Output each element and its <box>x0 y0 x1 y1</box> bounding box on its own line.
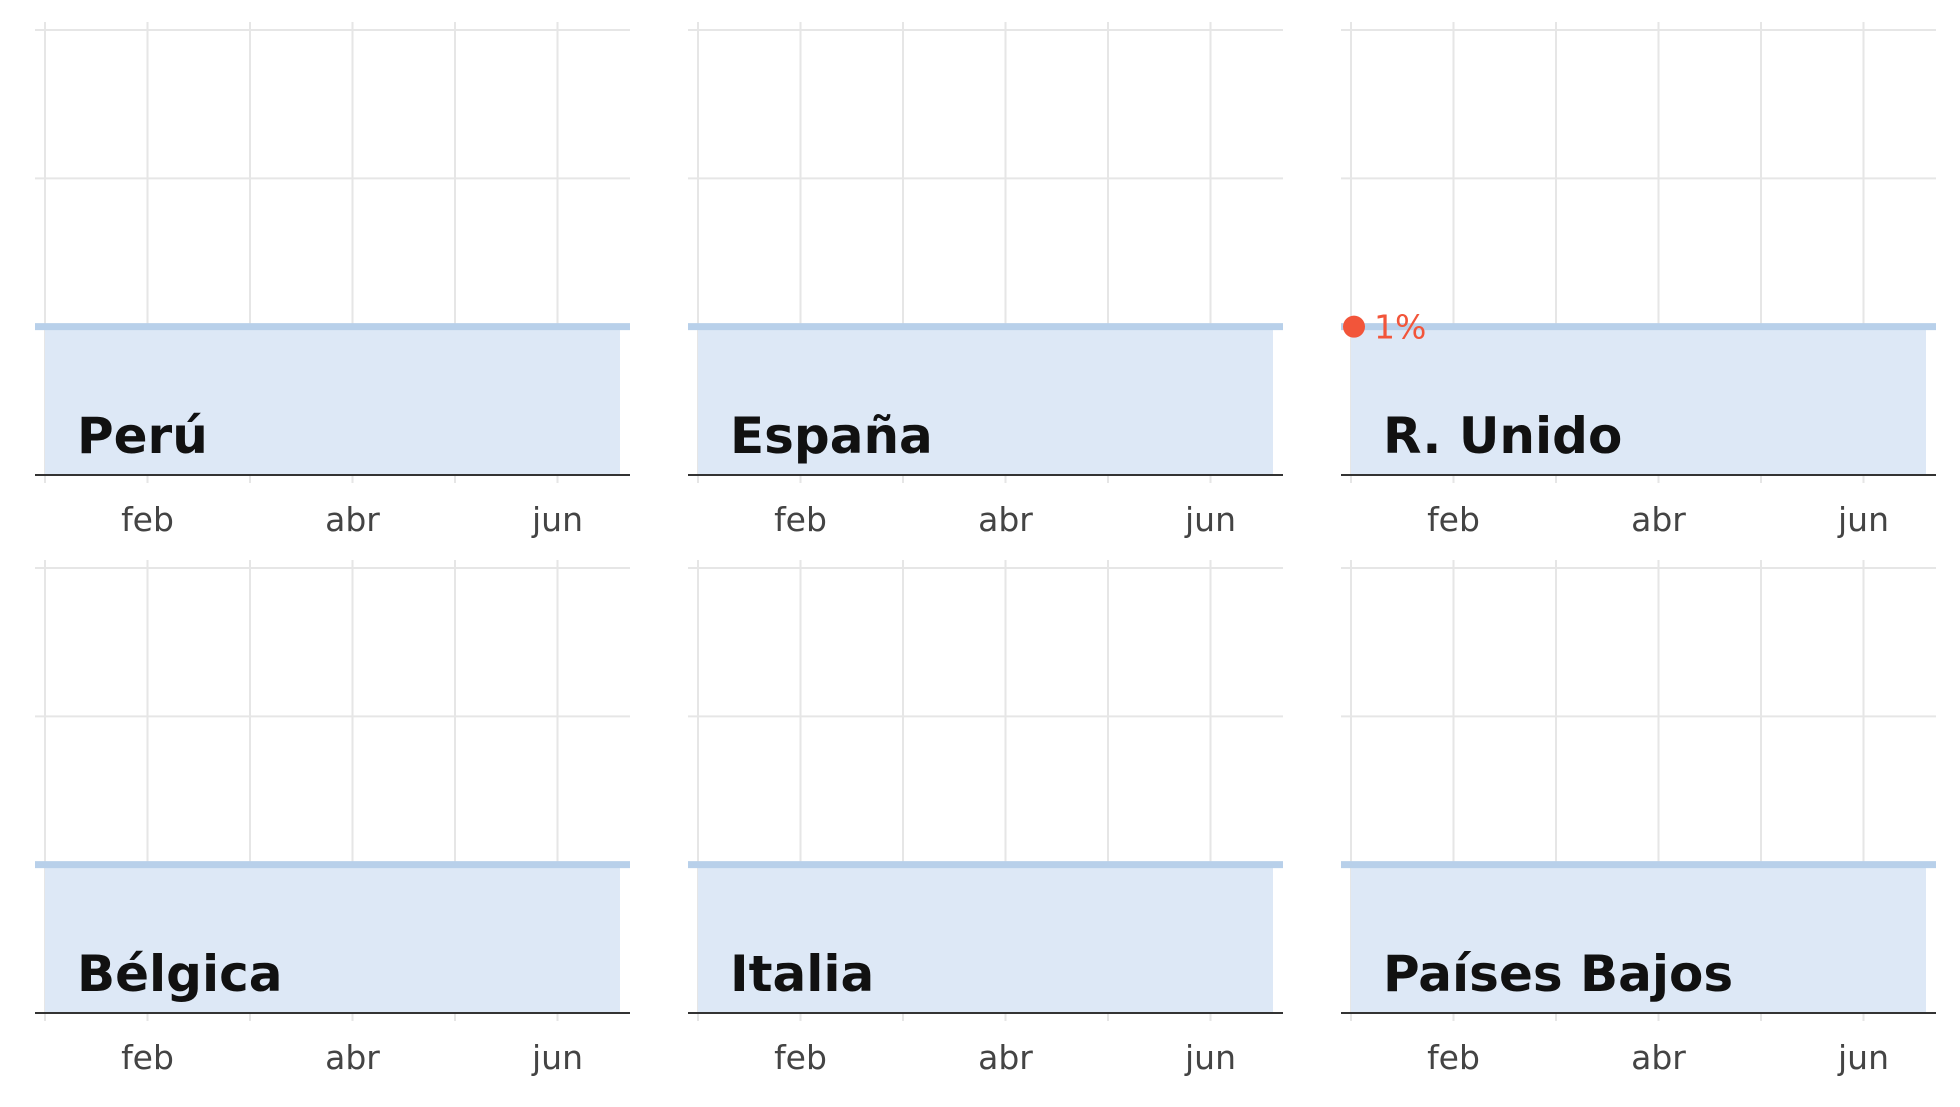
x-tick-label: abr <box>978 1038 1033 1077</box>
chart-panel: feb abr jun Bélgica <box>35 560 630 1077</box>
x-tick-label: jun <box>531 1038 583 1077</box>
panel-title: Bélgica <box>77 945 282 1003</box>
area-series <box>698 326 1273 475</box>
x-tick-label: feb <box>774 500 827 539</box>
x-tick-label: feb <box>1427 500 1480 539</box>
chart-panel: feb abr jun R. Unido 1% <box>1341 22 1936 539</box>
area-series <box>45 326 620 475</box>
panel-title: Italia <box>730 945 874 1003</box>
x-tick-label: abr <box>1631 1038 1686 1077</box>
annotation-label: 1% <box>1374 308 1426 347</box>
area-series <box>1351 864 1926 1013</box>
chart-panel: feb abr jun Países Bajos <box>1341 560 1936 1077</box>
panel-title: España <box>730 407 933 465</box>
area-series <box>1351 326 1926 475</box>
area-series <box>698 864 1273 1013</box>
panel-title: Perú <box>77 407 208 465</box>
x-tick-label: feb <box>121 500 174 539</box>
x-tick-label: feb <box>121 1038 174 1077</box>
x-tick-label: jun <box>1184 500 1236 539</box>
x-tick-label: abr <box>325 1038 380 1077</box>
x-tick-label: jun <box>1837 1038 1889 1077</box>
x-tick-label: jun <box>1837 500 1889 539</box>
x-tick-label: feb <box>1427 1038 1480 1077</box>
x-tick-label: abr <box>1631 500 1686 539</box>
chart-panel: feb abr jun Perú <box>35 22 630 539</box>
panel-title: Países Bajos <box>1383 945 1733 1003</box>
annotation-dot <box>1343 315 1365 338</box>
x-tick-label: jun <box>1184 1038 1236 1077</box>
x-tick-label: abr <box>978 500 1033 539</box>
x-tick-label: abr <box>325 500 380 539</box>
chart-panel: feb abr jun España <box>688 22 1283 539</box>
x-tick-label: jun <box>531 500 583 539</box>
x-tick-label: feb <box>774 1038 827 1077</box>
panel-title: R. Unido <box>1383 407 1622 465</box>
chart-panel: feb abr jun Italia <box>688 560 1283 1077</box>
area-series <box>45 864 620 1013</box>
